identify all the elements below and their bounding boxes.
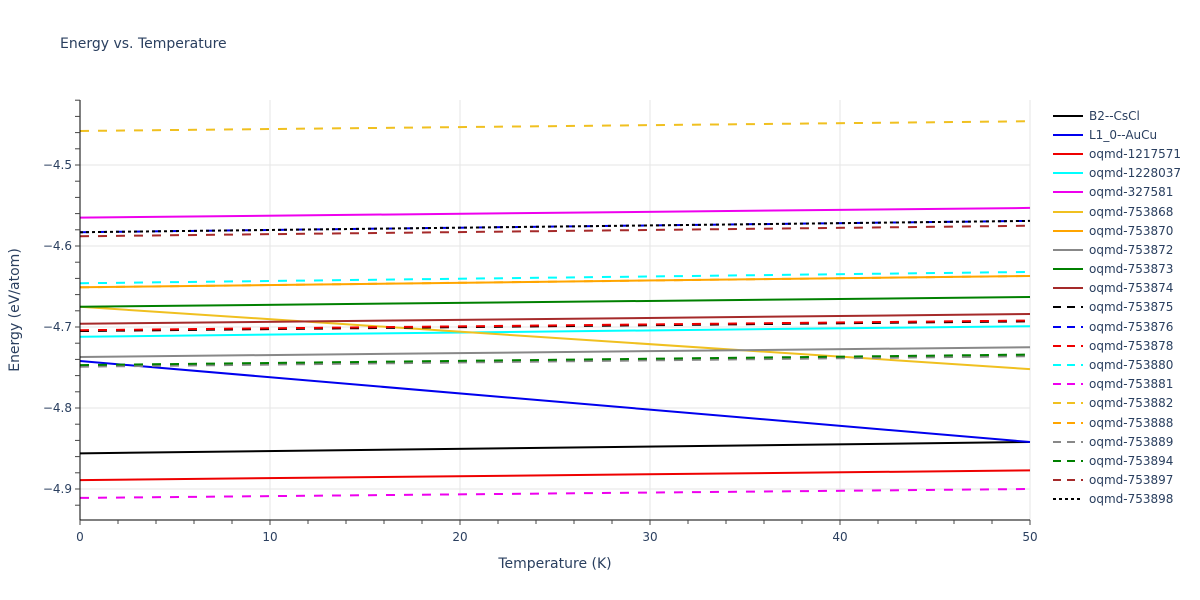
legend-swatch-icon: [1053, 152, 1083, 155]
legend-item[interactable]: oqmd-753872: [1053, 240, 1181, 259]
legend-item[interactable]: oqmd-1217571: [1053, 144, 1181, 163]
legend-label: oqmd-753872: [1089, 242, 1174, 257]
legend-item[interactable]: oqmd-753873: [1053, 260, 1181, 279]
x-tick-label: 30: [642, 530, 657, 544]
x-tick-label: 50: [1022, 530, 1037, 544]
legend-swatch-icon: [1053, 268, 1083, 271]
series-line[interactable]: [79, 469, 1031, 482]
legend-label: oqmd-1217571: [1089, 146, 1182, 161]
legend-item[interactable]: B2--CsCl: [1053, 106, 1181, 125]
legend-swatch-icon: [1053, 325, 1083, 328]
legend-swatch-icon: [1053, 133, 1083, 136]
legend-swatch-icon: [1053, 459, 1083, 462]
legend-label: oqmd-753880: [1089, 358, 1174, 373]
series-line[interactable]: [79, 325, 1031, 338]
x-axis-title: Temperature (K): [497, 556, 611, 572]
legend-item[interactable]: oqmd-327581: [1053, 183, 1181, 202]
series-line[interactable]: [79, 360, 1031, 444]
series-line[interactable]: [79, 346, 1031, 358]
series-line[interactable]: [79, 319, 1031, 332]
legend-label: oqmd-753881: [1089, 377, 1174, 392]
legend-label: oqmd-753873: [1089, 262, 1174, 277]
legend-label: oqmd-327581: [1089, 185, 1174, 200]
series-line[interactable]: [79, 305, 1031, 371]
legend-label: oqmd-753898: [1089, 492, 1174, 507]
y-tick-label: −4.8: [43, 401, 72, 415]
series-line[interactable]: [79, 441, 1031, 455]
legend-label: oqmd-753882: [1089, 396, 1174, 411]
legend-swatch-icon: [1053, 172, 1083, 175]
y-tick-label: −4.7: [43, 320, 72, 334]
legend-item[interactable]: oqmd-753897: [1053, 471, 1181, 490]
legend-swatch-icon: [1053, 229, 1083, 232]
legend-item[interactable]: oqmd-753882: [1053, 394, 1181, 413]
legend-item[interactable]: oqmd-753898: [1053, 490, 1181, 509]
legend-label: oqmd-1228037: [1089, 166, 1182, 181]
series-line[interactable]: [79, 219, 1031, 234]
x-tick-label: 0: [76, 530, 84, 544]
legend-item[interactable]: oqmd-753888: [1053, 413, 1181, 432]
series-line[interactable]: [79, 488, 1031, 499]
legend-label: oqmd-753888: [1089, 415, 1174, 430]
series-line[interactable]: [79, 296, 1031, 308]
legend-swatch-icon: [1053, 440, 1083, 443]
y-tick-label: −4.5: [43, 158, 72, 172]
legend-item[interactable]: oqmd-753870: [1053, 221, 1181, 240]
legend-item[interactable]: oqmd-753874: [1053, 279, 1181, 298]
legend-item[interactable]: oqmd-753875: [1053, 298, 1181, 317]
x-tick-label: 40: [832, 530, 847, 544]
legend-swatch-icon: [1053, 248, 1083, 251]
legend-swatch-icon: [1053, 306, 1083, 309]
legend-label: B2--CsCl: [1089, 108, 1140, 123]
legend-swatch-icon: [1053, 114, 1083, 117]
legend-label: oqmd-753870: [1089, 223, 1174, 238]
legend-swatch-icon: [1053, 210, 1083, 213]
series-line[interactable]: [79, 270, 1031, 285]
y-tick-label: −4.9: [43, 482, 72, 496]
legend-item[interactable]: oqmd-753868: [1053, 202, 1181, 221]
x-tick-label: 20: [452, 530, 467, 544]
legend-swatch-icon: [1053, 344, 1083, 347]
legend-label: oqmd-753876: [1089, 319, 1174, 334]
legend-swatch-icon: [1053, 479, 1083, 482]
legend-swatch-icon: [1053, 287, 1083, 290]
legend-item[interactable]: oqmd-753880: [1053, 355, 1181, 374]
chart-title: Energy vs. Temperature: [60, 36, 227, 52]
legend-item[interactable]: oqmd-753876: [1053, 317, 1181, 336]
x-tick-label: 10: [262, 530, 277, 544]
legend-label: oqmd-753878: [1089, 338, 1174, 353]
legend-label: L1_0--AuCu: [1089, 127, 1158, 142]
legend-swatch-icon: [1053, 498, 1083, 501]
y-tick-label: −4.6: [43, 239, 72, 253]
series-line[interactable]: [79, 313, 1031, 325]
legend-label: oqmd-753894: [1089, 453, 1174, 468]
legend-swatch-icon: [1053, 191, 1083, 194]
legend-swatch-icon: [1053, 364, 1083, 367]
legend-swatch-icon: [1053, 383, 1083, 386]
series-line[interactable]: [79, 353, 1031, 367]
legend-swatch-icon: [1053, 421, 1083, 424]
legend-label: oqmd-753897: [1089, 473, 1174, 488]
legend-item[interactable]: oqmd-1228037: [1053, 164, 1181, 183]
legend-item[interactable]: oqmd-753878: [1053, 336, 1181, 355]
series-line[interactable]: [79, 206, 1031, 219]
legend-item[interactable]: oqmd-753889: [1053, 432, 1181, 451]
legend-swatch-icon: [1053, 402, 1083, 405]
legend-label: oqmd-753874: [1089, 281, 1174, 296]
legend-item[interactable]: oqmd-753894: [1053, 451, 1181, 470]
legend-item[interactable]: oqmd-753881: [1053, 375, 1181, 394]
series-line[interactable]: [79, 274, 1031, 289]
series-line[interactable]: [79, 120, 1031, 132]
series-line[interactable]: [79, 224, 1031, 238]
legend-label: oqmd-753868: [1089, 204, 1174, 219]
y-axis-title: Energy (eV/atom): [7, 248, 23, 372]
legend-label: oqmd-753875: [1089, 300, 1174, 315]
legend-item[interactable]: L1_0--AuCu: [1053, 125, 1181, 144]
legend: B2--CsCl L1_0--AuCu oqmd-1217571 oqmd-12280…: [1053, 106, 1181, 509]
legend-label: oqmd-753889: [1089, 434, 1174, 449]
series-line[interactable]: [79, 355, 1031, 368]
